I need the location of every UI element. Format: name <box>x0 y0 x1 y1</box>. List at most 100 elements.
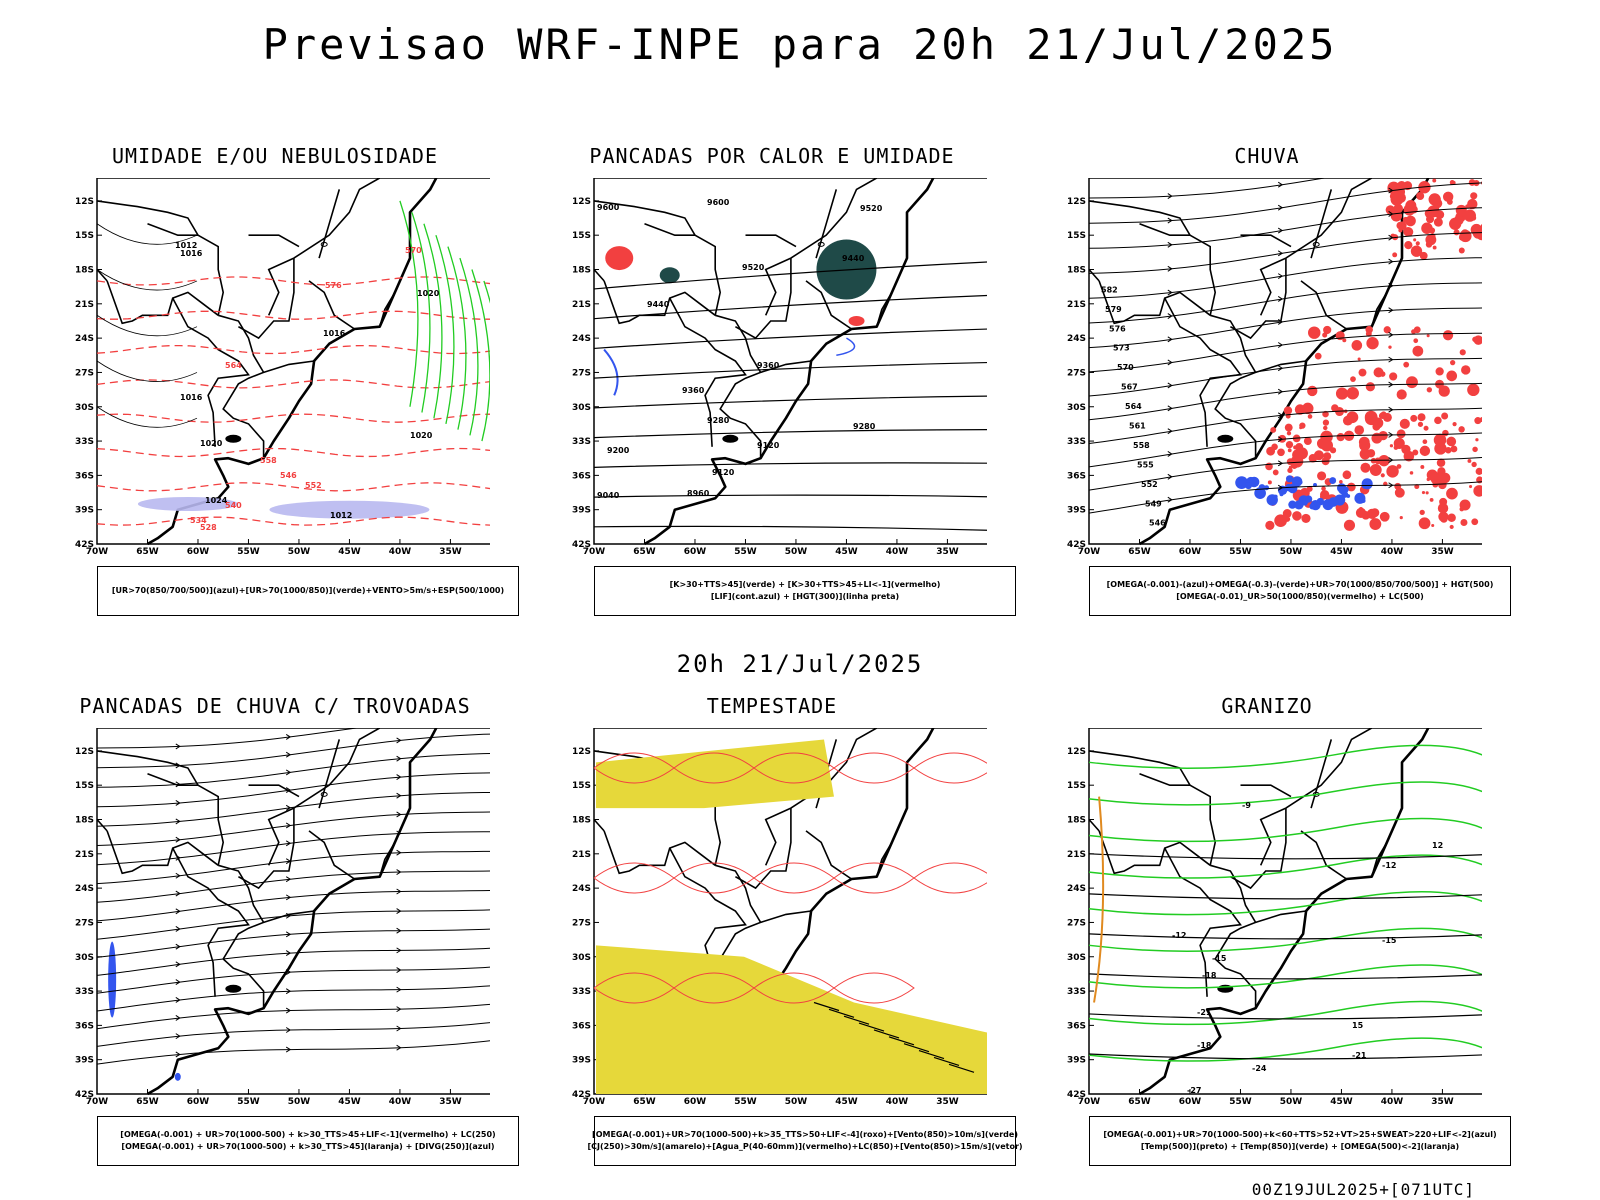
wind-vector <box>888 1036 915 1046</box>
streamline-arrow <box>175 872 181 879</box>
humidity-contour-green <box>435 234 455 425</box>
streamline-arrow <box>1167 359 1173 366</box>
contour-label: 534 <box>190 516 207 525</box>
temp500-contour <box>1088 853 1482 860</box>
shower-area-blue <box>108 941 117 1018</box>
lat-tick-label: 30S <box>572 953 591 963</box>
lat-tick-label: 12S <box>75 747 94 757</box>
streamline-red <box>753 862 835 894</box>
panel-legend: [OMEGA(-0.001)+UR>70(1000-500)+k<60+TTS>… <box>1089 1116 1511 1166</box>
streamline-arrow <box>396 869 402 875</box>
state-border <box>1370 291 1388 327</box>
contour-label: 9280 <box>707 416 730 425</box>
lon-tick-label: 70W <box>583 547 606 557</box>
rain-area-red <box>1287 467 1293 474</box>
rain-area-blue <box>1244 482 1252 490</box>
state-border <box>1310 739 1333 809</box>
rain-area-red <box>1446 370 1458 382</box>
streamline-arrow <box>285 969 292 975</box>
contour-label: 9440 <box>842 254 865 263</box>
streamline-arrow <box>175 781 181 788</box>
rain-area-red <box>1399 418 1410 429</box>
state-border <box>263 360 315 374</box>
streamline-arrow <box>1167 193 1173 200</box>
streamline-arrow <box>1388 211 1394 217</box>
streamline-arrow <box>175 979 181 986</box>
rain-area-red <box>1323 325 1332 335</box>
contour-label: -24 <box>1252 1064 1267 1073</box>
streamline-arrow <box>396 908 402 915</box>
panel-legend: [OMEGA(-0.001)-(azul)+OMEGA(-0.3)-(verde… <box>1089 566 1511 616</box>
rain-area-red <box>1428 227 1436 234</box>
federal-district <box>1312 241 1320 247</box>
rain-area-red <box>1434 416 1442 425</box>
rain-area-red <box>1426 469 1438 481</box>
streamline-arrow <box>396 967 402 973</box>
lat-tick-label: 27S <box>75 918 94 928</box>
streamline <box>96 947 490 976</box>
lon-tick-label: 45W <box>338 1097 361 1107</box>
contour-label: 561 <box>1129 421 1146 430</box>
rain-area-red <box>1475 438 1479 442</box>
streamline-arrow <box>396 947 402 954</box>
streamline <box>96 850 490 885</box>
lon-tick-label: 65W <box>136 1097 159 1107</box>
heat-shower-area-teal <box>659 267 680 284</box>
lon-tick-label: 60W <box>684 547 707 557</box>
rain-area-red <box>1426 387 1433 393</box>
thickness-contour <box>96 379 490 389</box>
temp500-contour <box>1088 1053 1482 1060</box>
humidity-contour-green <box>459 257 479 436</box>
rain-area-red <box>1303 437 1312 446</box>
streamline-arrow <box>175 997 181 1003</box>
state-border <box>1300 280 1347 330</box>
rain-area-red <box>1447 513 1456 522</box>
rain-area-red <box>1372 422 1381 431</box>
rain-area-red <box>1342 338 1347 343</box>
lat-tick-label: 39S <box>75 506 94 516</box>
legend-line: [OMEGA(-0.01)_UR>50(1000/850)(vermelho) … <box>1176 592 1424 601</box>
streamline <box>96 772 490 808</box>
streamline-arrow <box>1388 381 1394 388</box>
state-border <box>267 807 295 866</box>
rain-area-red <box>1442 330 1454 341</box>
rain-area-red <box>1436 458 1446 468</box>
rain-area-red <box>1419 251 1428 260</box>
coastline <box>146 178 438 546</box>
rain-area-red <box>1373 509 1378 514</box>
wind-vector <box>933 1056 960 1066</box>
lat-tick-label: 30S <box>572 403 591 413</box>
forecast-date: 20h 21/Jul/2025 <box>676 650 924 678</box>
state-border <box>96 750 225 866</box>
heat-shower-area-red <box>848 315 865 326</box>
streamline-arrow <box>175 1015 181 1021</box>
rain-area-red <box>1467 383 1480 397</box>
lat-tick-label: 39S <box>572 1056 591 1066</box>
lat-tick-label: 18S <box>1067 816 1086 826</box>
streamline-arrow <box>175 800 181 806</box>
rain-area-red <box>1458 247 1465 254</box>
state-border <box>805 280 852 330</box>
rain-area-red <box>1351 340 1363 351</box>
state-border <box>318 189 341 259</box>
lat-tick-label: 15S <box>75 231 94 241</box>
lon-tick-label: 35W <box>439 1097 462 1107</box>
contour-label: -12 <box>1382 861 1396 870</box>
lat-tick-label: 27S <box>1067 368 1086 378</box>
state-border <box>1255 910 1307 924</box>
lif-contour-blue <box>836 337 856 357</box>
hgt-contour <box>593 361 987 379</box>
streamline <box>96 728 360 749</box>
streamline-arrow <box>175 926 181 932</box>
state-border <box>603 280 716 325</box>
state-border <box>1255 360 1307 374</box>
coastline <box>1138 728 1430 1096</box>
streamline-arrow <box>1167 405 1173 412</box>
rain-area-red <box>1336 433 1345 442</box>
streamline-arrow <box>285 822 292 829</box>
rain-area-red <box>1292 511 1302 521</box>
lon-tick-label: 40W <box>389 1097 412 1107</box>
wind-vector <box>873 1029 900 1039</box>
